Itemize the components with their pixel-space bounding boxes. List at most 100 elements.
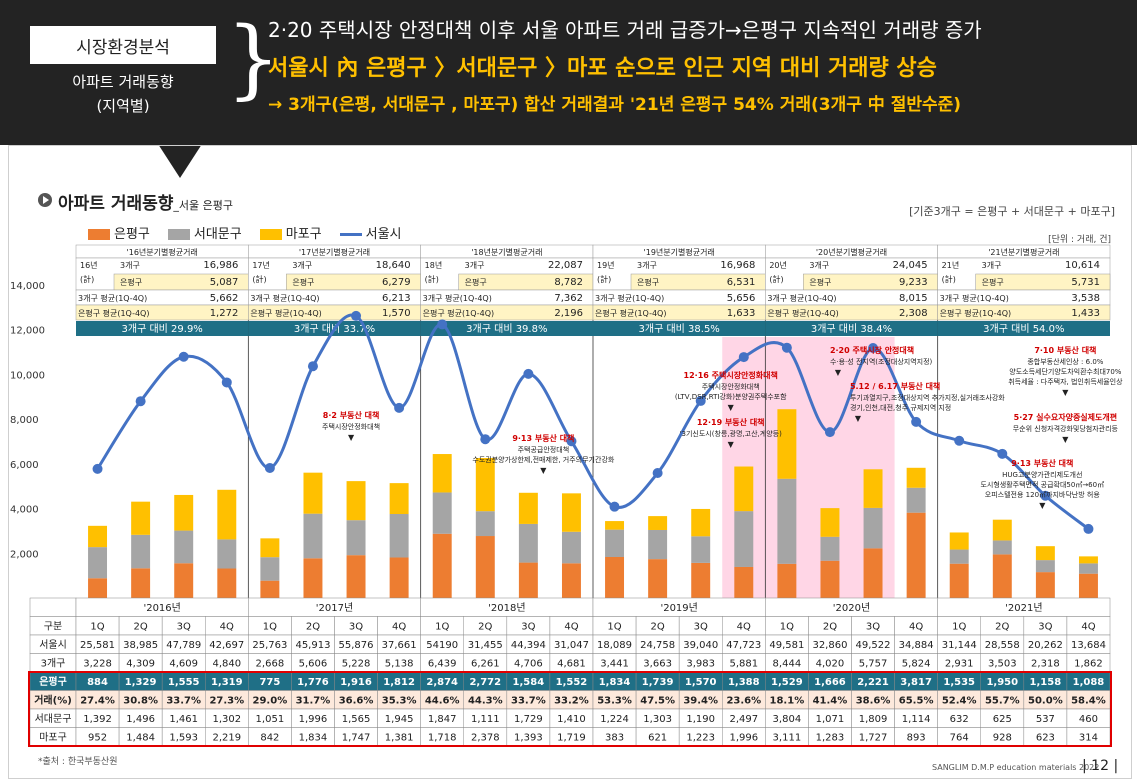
table-value: 25,763 [252,640,287,651]
summary-avgep: 2,308 [899,308,928,319]
seoul-point [911,416,922,427]
header-banner [0,0,1137,145]
sublabel-line-2: (지역별) [96,97,150,115]
table-value: 1,529 [771,677,803,688]
bar-eunpyeong [88,578,108,598]
headline-3: → 3개구(은평, 서대문구 , 마포구) 합산 거래결과 '21년 은평구 5… [268,95,962,115]
annotation-arrow-icon: ▼ [728,440,735,449]
summary-year: 20년 [769,260,787,270]
table-value: 6,261 [471,659,500,670]
bar-eunpyeong [389,557,409,598]
table-value: 625 [993,714,1012,725]
table-value: 1,319 [211,677,243,688]
table-value: 4,681 [557,659,586,670]
table-value: 33.7% [511,696,546,707]
bar-mapo [217,489,237,540]
table-value: 27.4% [80,696,115,707]
table-value: 1,718 [428,733,457,744]
bar-mapo [346,481,366,521]
annotation-line: 주택공급안정대책 [518,445,570,454]
seoul-point [264,462,275,473]
table-value: 1,484 [126,733,155,744]
chart-legend: 은평구 서대문구 마포구 서울시 [88,223,402,242]
table-value: 30.8% [123,696,158,707]
bar-mapo [303,472,323,514]
annotation-line: 주택시장안정화대책 [702,382,760,391]
table-value: 31,047 [554,640,589,651]
table-row-label: 은평구 [39,675,67,688]
table-value: 47,789 [166,640,201,651]
summary-total-label: 3개구 [982,260,1002,270]
legend-label: 은평구 [114,227,150,242]
table-value: 5,881 [729,659,758,670]
legend-label: 서울시 [365,227,402,242]
table-value: 13,684 [1071,640,1106,651]
summary-total: 16,968 [720,260,755,271]
table-value: 33.2% [554,696,589,707]
table-value: 24,758 [640,640,675,651]
bar-eunpyeong [820,560,840,598]
summary-avgep: 1,272 [210,308,239,319]
table-value: 31.7% [296,696,331,707]
table-value: 537 [1036,714,1055,725]
summary-total-label: 3개구 [809,260,829,270]
table-value: 3,228 [83,659,112,670]
table-value: 34,884 [899,640,934,651]
annotation-line: 종합부동산세인상 : 6.0% [1027,357,1103,366]
annotation-arrow-icon: ▼ [1039,501,1046,510]
table-value: 44.3% [468,696,503,707]
play-bullet-icon [38,193,52,207]
bar-seodaemun [475,511,495,537]
bar-mapo [174,494,194,531]
bar-seodaemun [734,511,754,567]
bar-eunpyeong [777,563,797,598]
y-tick-label: 6,000 [10,460,39,471]
table-year: '2020년 [833,602,870,614]
summary-header: '19년분기별평균거래 [644,247,715,257]
seoul-point [609,501,620,512]
legend-label: 서대문구 [193,227,242,242]
bar-eunpyeong [174,563,194,598]
table-value: 893 [907,733,926,744]
brace-icon: } [226,9,281,109]
seoul-point [135,396,146,407]
bar-mapo [475,458,495,512]
y-tick-label: 10,000 [10,370,45,381]
bar-eunpyeong [518,562,538,598]
table-row-label: 서울시 [39,639,67,651]
bar-mapo [518,492,538,524]
bar-seodaemun [131,534,151,569]
seoul-point [868,342,879,353]
table-quarter: 1Q [435,622,449,633]
table-value: 35.3% [382,696,417,707]
summary-avgep-label: 은평구 평균(1Q-4Q) [940,308,1011,318]
annotation-title: 7·10 부동산 대책 [1034,345,1096,355]
table-value: 2,668 [256,659,285,670]
summary-ep: 8,782 [554,277,583,288]
table-value: 8,444 [773,659,802,670]
table-value: 314 [1079,733,1098,744]
chart-subtitle: _서울 은평구 [173,199,234,212]
bar-seodaemun [432,492,452,534]
bar-seodaemun [561,531,581,564]
bar-eunpyeong [561,563,581,598]
annotation-line: 주택시장안정화대책 [322,422,380,431]
table-value: 1,381 [385,733,414,744]
table-value: 3,441 [600,659,629,670]
table-value: 50.0% [1028,696,1063,707]
bar-eunpyeong [605,556,625,598]
seoul-point [437,319,448,330]
summary-header: '17년분기별평균거래 [299,247,370,257]
seoul-point [824,427,835,438]
summary-ep-label: 은평구 [465,277,487,287]
annotation-title: 12·19 부동산 대책 [697,417,765,427]
bar-seodaemun [992,540,1012,555]
table-value: 2,318 [1031,659,1060,670]
bar-seodaemun [1035,560,1055,573]
legend-item: 은평구 [88,223,150,242]
seoul-point [221,377,232,388]
bar-mapo [88,525,108,548]
table-row-label: 거래(%) [34,694,72,707]
table-value: 55,876 [339,640,374,651]
summary-total-label: 3개구 [637,260,657,270]
